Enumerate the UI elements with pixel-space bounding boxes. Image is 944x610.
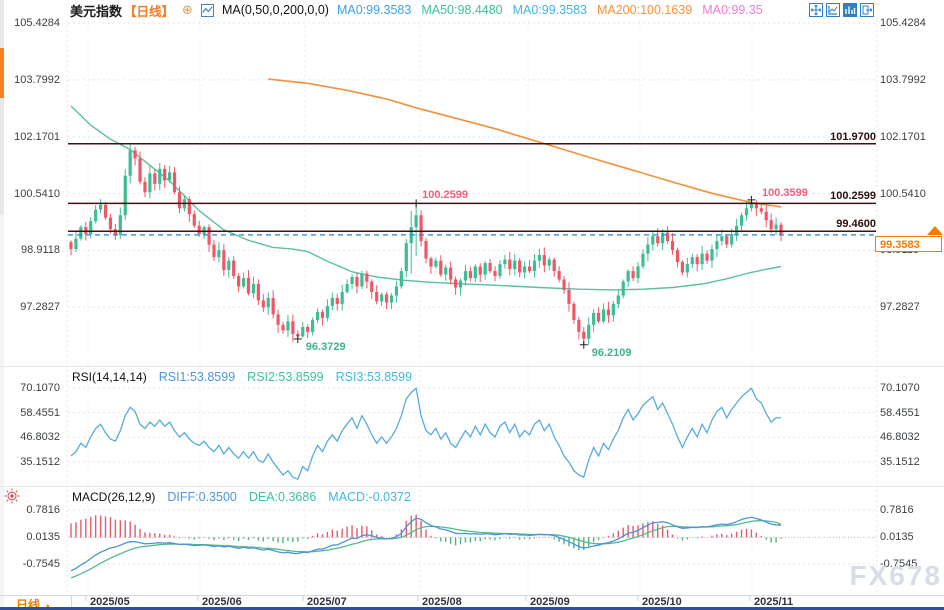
price-line-label: 99.4600 [836, 218, 876, 231]
main-axis-label-right: 102.1701 [880, 130, 926, 143]
exit-chart-icon[interactable] [860, 3, 874, 17]
main-axis-label-left: 103.7992 [14, 73, 60, 86]
symbol-name: 美元指数 [70, 3, 123, 19]
current-price-box: 99.3583 [875, 236, 942, 252]
ma-settings-label[interactable]: MA(0,50,0,200,0,0) [221, 3, 329, 17]
ma-values-list: MA0:99.3583 MA50:98.4480 MA0:99.3583 MA200:… [337, 3, 763, 17]
compare-icon[interactable]: ⊕ [182, 2, 193, 17]
rsi-header: RSI(14,14,14) RSI1:53.8599 RSI2:53.8599 RS… [72, 370, 412, 384]
rsi-value: RSI3:53.8599 [335, 370, 413, 384]
price-up-arrow-icon [927, 226, 943, 235]
main-axis-label-right: 105.4284 [880, 17, 926, 29]
x-axis-label: 2025/06 [202, 596, 242, 608]
rsi-axis-label-right: 70.1070 [880, 382, 920, 394]
chart-header: 美元指数 【日线】 ⊕ MA(0,50,0,200,0,0) MA0:99.35… [70, 2, 763, 19]
ma-value: MA200:100.1639 [596, 3, 693, 17]
ma-value: MA0:99.3583 [336, 3, 412, 17]
move-icon[interactable] [809, 3, 823, 17]
left-scrollbar-track-lower [0, 215, 4, 608]
main-axis-label-left: 102.1701 [14, 130, 60, 143]
left-scrollbar-thumb[interactable] [0, 48, 4, 98]
macd-axis-label-right: -0.7545 [880, 557, 918, 570]
macd-value: DIFF:0.3500 [167, 490, 237, 504]
main-axis-label-right: 100.5410 [880, 187, 926, 200]
rsi-title[interactable]: RSI(14,14,14) [72, 370, 147, 384]
rsi-axis-label-left: 70.1070 [20, 382, 60, 394]
macd-axis-label-right: 0.7816 [880, 504, 914, 516]
x-axis-label: 2025/10 [642, 596, 682, 608]
annotation-100.3599: 100.3599 [762, 186, 808, 199]
macd-header: MACD(26,12,9) DIFF:0.3500 DEA:0.3686 MACD:… [72, 490, 411, 504]
axis-chart-icon[interactable] [826, 3, 840, 17]
macd-title[interactable]: MACD(26,12,9) [72, 490, 156, 504]
annotation-96.3729: 96.3729 [305, 341, 346, 354]
ma-value: MA0:99.35 [702, 3, 763, 17]
bottom-scrollbar[interactable] [0, 607, 944, 610]
x-axis-label: 2025/11 [754, 596, 794, 608]
bar-chart-icon[interactable] [843, 3, 857, 17]
x-axis-label: 2025/09 [530, 596, 570, 608]
price-line-label: 101.9700 [830, 130, 876, 143]
period-tab-arrow-icon: ▲ [43, 601, 53, 610]
current-price-value: 99.3583 [880, 239, 920, 251]
annotation-96.2109: 96.2109 [591, 346, 632, 359]
chart-toolbar [809, 3, 874, 17]
macd-axis-label-left: 0.0135 [26, 531, 60, 543]
x-axis-label: 2025/05 [90, 596, 130, 608]
x-axis-label: 2025/08 [422, 596, 462, 608]
main-axis-label-left: 105.4284 [14, 17, 60, 29]
macd-values-list: DIFF:0.3500 DEA:0.3686 MACD:-0.0372 [167, 490, 411, 504]
footer-divider [0, 595, 944, 596]
main-axis-label-left: 98.9118 [21, 244, 60, 257]
main-axis-label-left: 100.5410 [14, 187, 60, 200]
annotation-100.2599: 100.2599 [422, 189, 469, 202]
rsi-axis-label-right: 35.1512 [880, 456, 920, 468]
price-line-label: 100.2599 [830, 190, 876, 203]
rsi-axis-label-right: 58.4551 [880, 406, 920, 419]
ma-value: MA0:99.3583 [512, 3, 587, 17]
rsi-axis-label-left: 58.4551 [20, 406, 60, 419]
period-tag: 【日线】 [124, 4, 175, 19]
macd-axis-label-left: -0.7545 [22, 557, 60, 570]
macd-value: DEA:0.3686 [248, 490, 317, 504]
macd-axis-label-right: 0.0135 [880, 531, 914, 543]
rsi-axis-label-left: 46.8032 [20, 431, 60, 444]
rsi-values-list: RSI1:53.8599 RSI2:53.8599 RSI3:53.8599 [159, 370, 412, 384]
rsi-axis-label-left: 35.1512 [20, 456, 60, 468]
rsi-axis-label-right: 46.8032 [880, 431, 920, 444]
watermark: FX678 [849, 560, 942, 591]
sun-icon[interactable] [4, 488, 20, 504]
macd-value: MACD:-0.0372 [328, 490, 411, 504]
main-axis-label-right: 97.2827 [880, 301, 920, 314]
macd-axis-label-left: 0.7816 [26, 504, 60, 516]
x-axis-label: 2025/07 [307, 596, 347, 608]
indicator-settings-icon[interactable] [200, 3, 214, 17]
rsi-value: RSI1:53.8599 [158, 370, 236, 384]
rsi-value: RSI2:53.8599 [247, 370, 324, 384]
main-axis-label-left: 97.2827 [20, 301, 60, 314]
left-scrollbar[interactable] [0, 0, 4, 608]
main-axis-label-right: 103.7992 [880, 73, 926, 86]
ma-value: MA50:98.4480 [421, 3, 503, 17]
